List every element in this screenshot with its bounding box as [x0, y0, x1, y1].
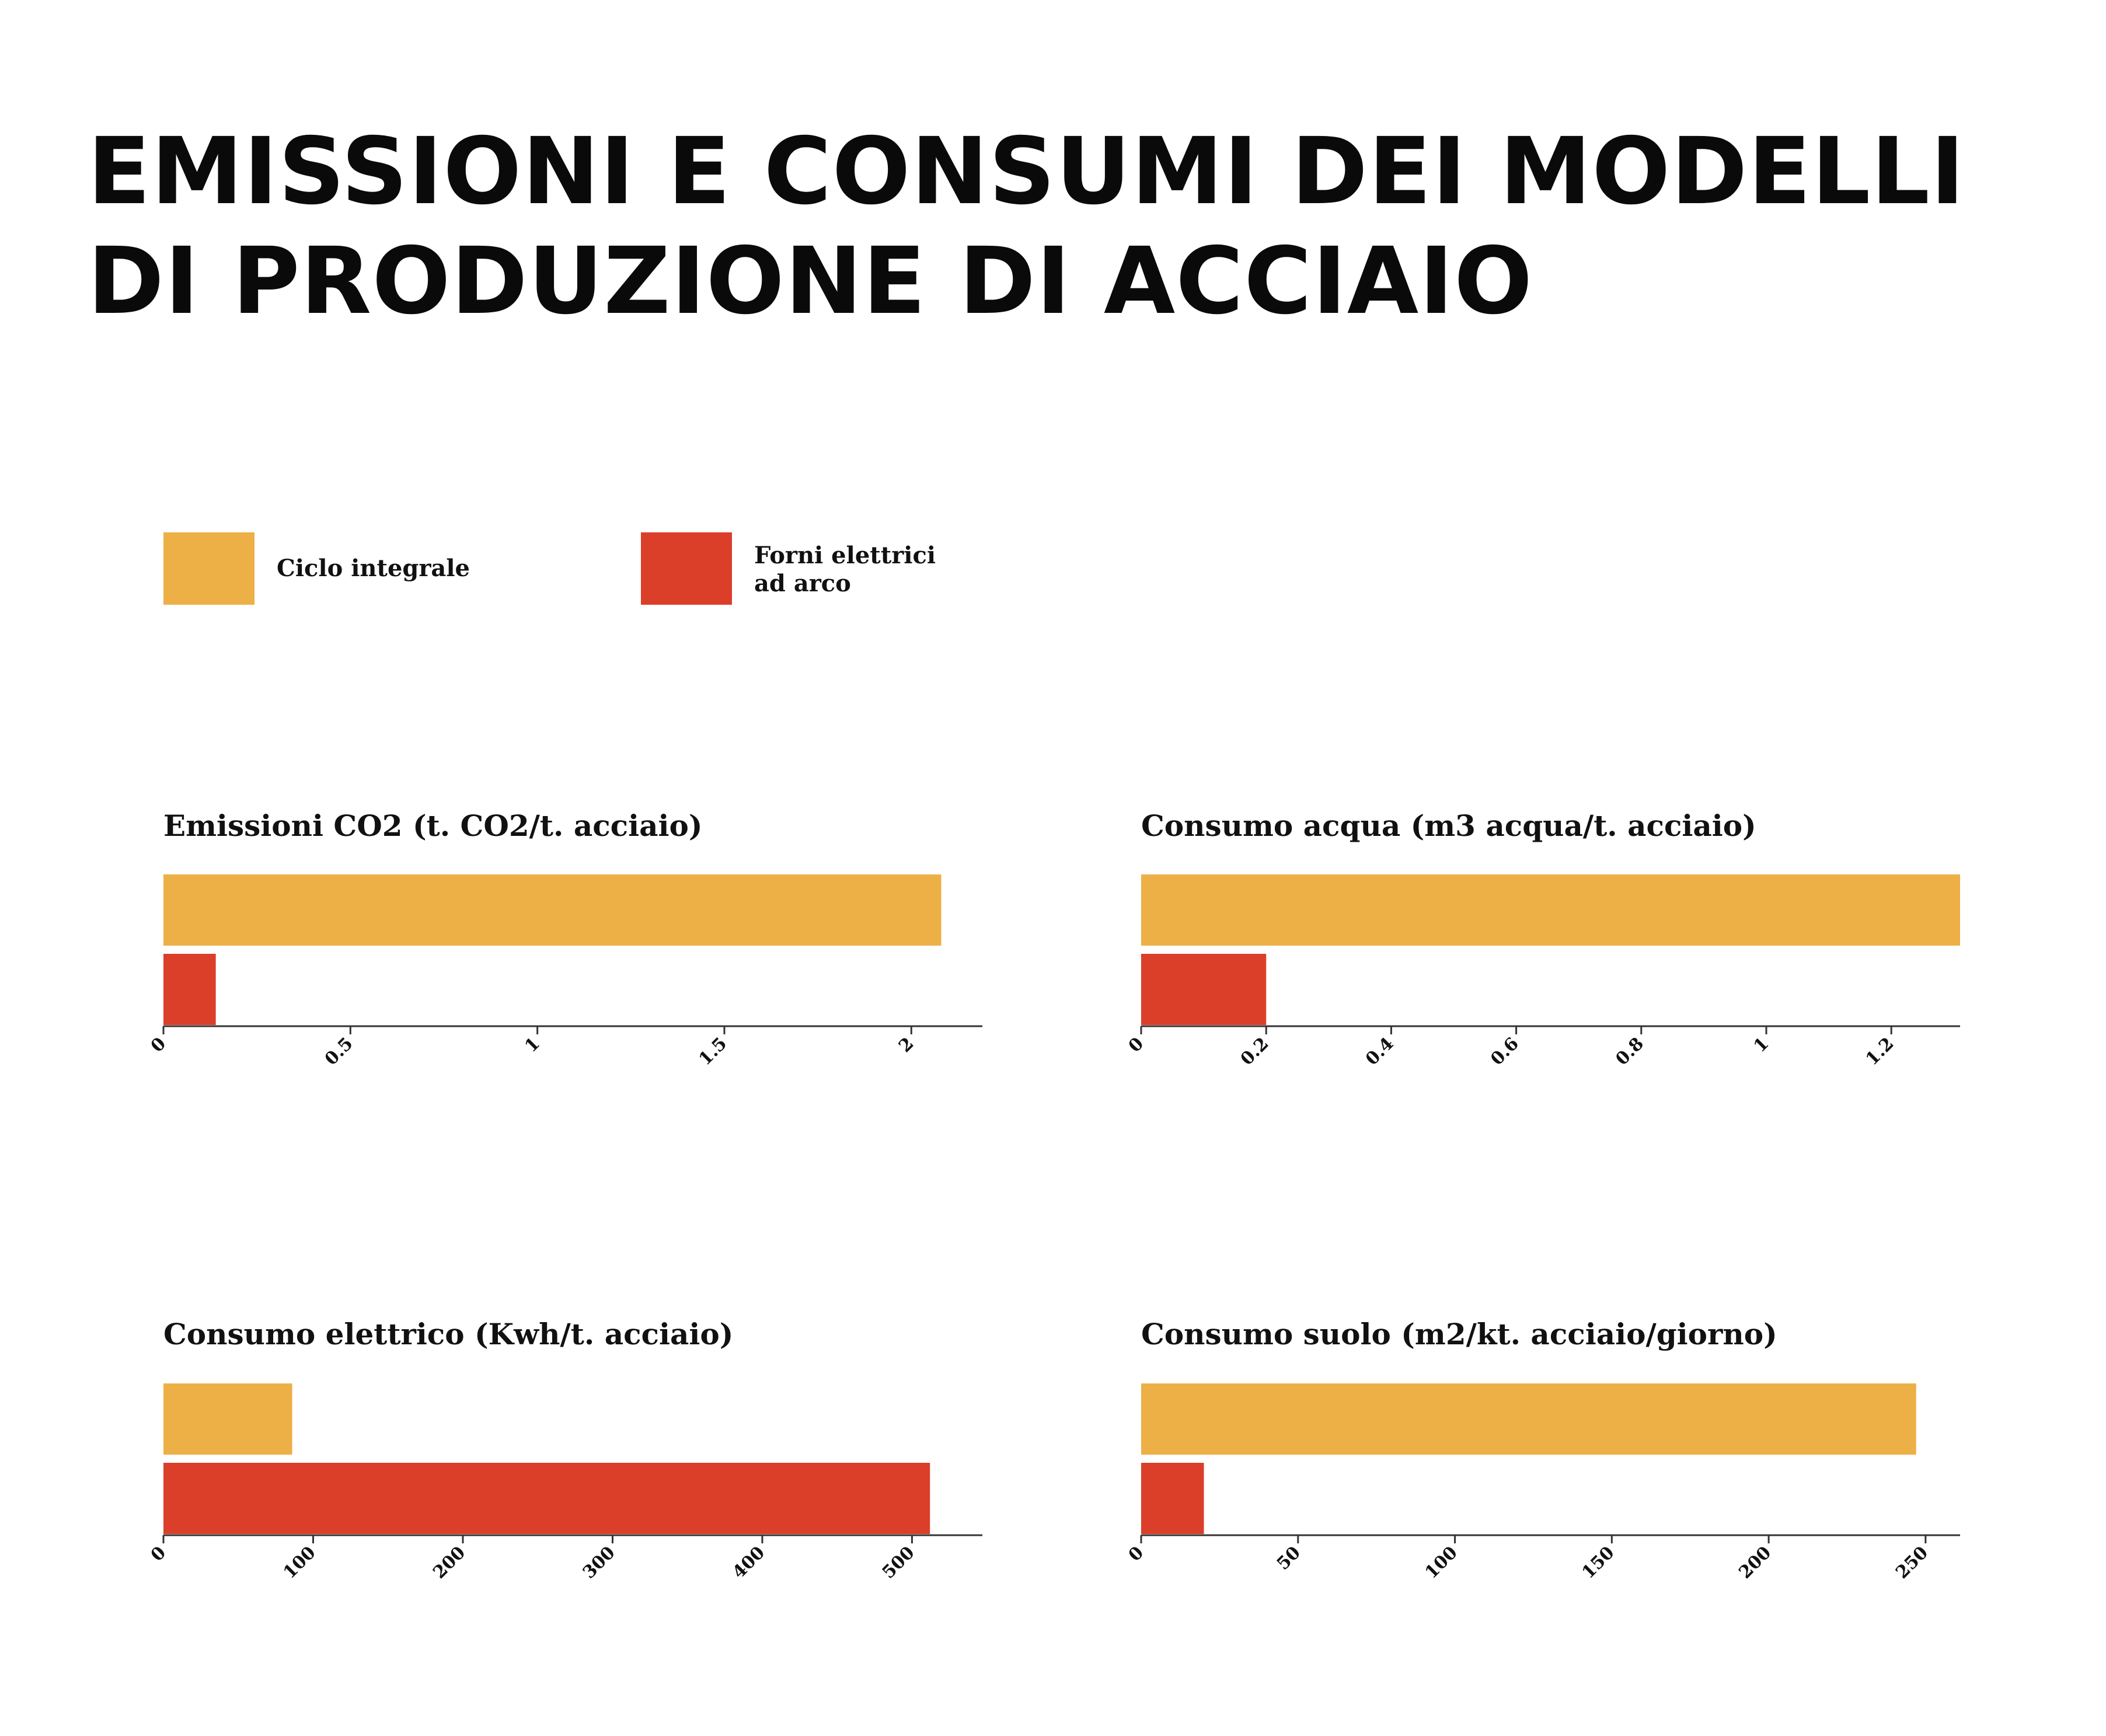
bar-forni-elettrici [163, 954, 216, 1025]
x-tick-label: 1.2 [1862, 1034, 1898, 1070]
bar-forni-elettrici [1141, 954, 1267, 1025]
legend-label-line: Forni elettrici [754, 542, 936, 569]
x-tick-label: 150 [1578, 1543, 1619, 1583]
x-tick-label: 200 [1735, 1543, 1775, 1583]
page-title-line-2: DI PRODUZIONE DI ACCIAIO [88, 228, 1533, 335]
legend-label-ciclo-integrale: Ciclo integrale [277, 555, 470, 583]
x-tick-label: 0.2 [1237, 1034, 1273, 1070]
x-tick-label: 250 [1892, 1543, 1932, 1583]
chart-panel: Consumo elettrico (Kwh/t. acciaio) 0 100 20… [147, 1317, 982, 1583]
bar-ciclo-integrale [1141, 874, 1960, 946]
legend-swatch-forni-elettrici [641, 532, 732, 605]
x-tick-label: 400 [728, 1543, 769, 1583]
page-title-line-1: EMISSIONI E CONSUMI DEI MODELLI [88, 118, 1965, 225]
legend-label-line: ad arco [754, 570, 851, 597]
page-title: EMISSIONI E CONSUMI DEI MODELLI DI PRODU… [88, 117, 1965, 336]
x-tick-label: 1 [521, 1034, 544, 1057]
chart-title: Consumo acqua (m3 acqua/t. acciaio) [1141, 808, 1756, 843]
chart-title: Emissioni CO2 (t. CO2/t. acciaio) [163, 808, 703, 843]
legend-swatch-ciclo-integrale [163, 532, 254, 605]
x-tick-label: 0.8 [1612, 1034, 1648, 1070]
x-tick-label: 50 [1273, 1543, 1305, 1574]
x-tick-label: 200 [429, 1543, 469, 1583]
x-tick-label: 0 [1125, 1034, 1148, 1057]
x-tick-label: 0.6 [1487, 1034, 1523, 1070]
bar-ciclo-integrale [163, 1383, 292, 1455]
x-tick-label: 100 [1421, 1543, 1462, 1583]
x-tick-label: 0.4 [1362, 1034, 1398, 1070]
chart-panel: Emissioni CO2 (t. CO2/t. acciaio) 0 0.5 1 1.… [147, 808, 982, 1069]
bar-forni-elettrici [163, 1463, 930, 1534]
x-tick-label: 1 [1750, 1034, 1773, 1057]
chart-title: Consumo elettrico (Kwh/t. acciaio) [163, 1317, 733, 1351]
bar-ciclo-integrale [1141, 1383, 1916, 1455]
x-tick-label: 1.5 [695, 1034, 731, 1070]
chart-title: Consumo suolo (m2/kt. acciaio/giorno) [1141, 1317, 1777, 1351]
bar-ciclo-integrale [163, 874, 942, 946]
x-tick-label: 0.5 [321, 1034, 357, 1070]
x-tick-label: 100 [280, 1543, 320, 1583]
legend-label-forni-elettrici: Forni elettrici ad arco [754, 542, 936, 598]
x-tick-label: 300 [579, 1543, 619, 1583]
x-tick-label: 0 [147, 1034, 170, 1057]
x-tick-label: 2 [895, 1034, 918, 1057]
x-tick-label: 0 [147, 1543, 170, 1566]
chart-panel: Consumo suolo (m2/kt. acciaio/giorno) 0 50… [1125, 1317, 1960, 1583]
chart-panel: Consumo acqua (m3 acqua/t. acciaio) 0 0.2 0… [1125, 808, 1960, 1069]
legend-label-line: Ciclo integrale [277, 555, 470, 582]
bar-forni-elettrici [1141, 1463, 1204, 1534]
x-tick-label: 500 [878, 1543, 919, 1583]
x-tick-label: 0 [1125, 1543, 1148, 1566]
